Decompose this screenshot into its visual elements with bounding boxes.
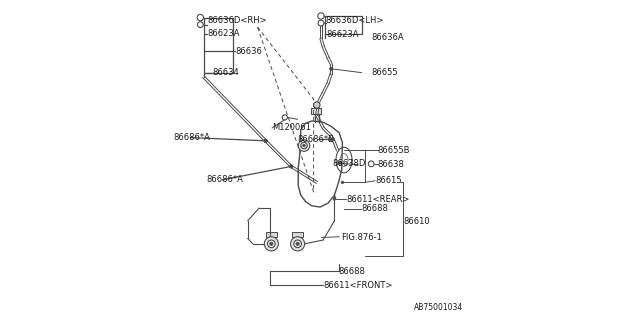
Circle shape [298,140,310,151]
Text: 86615: 86615 [375,176,402,185]
Text: 86638: 86638 [378,160,404,169]
Circle shape [264,139,268,142]
Circle shape [264,237,278,251]
Circle shape [296,242,300,245]
Text: M120061: M120061 [272,124,311,132]
Text: 86636: 86636 [236,47,262,56]
Circle shape [270,242,273,245]
Text: 86623A: 86623A [326,30,359,39]
Text: 86686*A: 86686*A [206,175,243,184]
Circle shape [332,138,335,141]
Text: 86688: 86688 [361,204,388,213]
Circle shape [330,67,333,70]
Text: 86636A: 86636A [371,33,404,42]
Text: 86623A: 86623A [207,29,240,38]
Text: FIG.876-1: FIG.876-1 [340,233,381,242]
Circle shape [289,165,293,168]
Circle shape [291,237,305,251]
Text: 86638D: 86638D [333,159,366,168]
Text: 86636D<RH>: 86636D<RH> [207,16,267,25]
Circle shape [314,102,320,108]
Circle shape [303,144,305,147]
FancyBboxPatch shape [266,232,277,237]
Circle shape [338,162,341,165]
Text: 86655: 86655 [371,68,398,77]
Circle shape [328,138,332,141]
Circle shape [264,139,268,142]
Text: 86610: 86610 [403,217,430,226]
Text: AB75001034: AB75001034 [414,303,463,312]
Text: 86688: 86688 [339,267,365,276]
Text: 86686*B: 86686*B [298,135,335,144]
Circle shape [289,165,293,168]
Text: 86636D<LH>: 86636D<LH> [326,16,384,25]
Text: 86655B: 86655B [378,146,410,155]
Text: 86611<REAR>: 86611<REAR> [346,195,410,204]
Text: 86611<FRONT>: 86611<FRONT> [323,281,392,290]
Circle shape [333,198,335,200]
FancyBboxPatch shape [292,232,303,237]
FancyBboxPatch shape [311,108,321,114]
Text: 86686*A: 86686*A [173,133,211,142]
Text: 86634: 86634 [212,68,239,77]
Circle shape [341,181,344,184]
